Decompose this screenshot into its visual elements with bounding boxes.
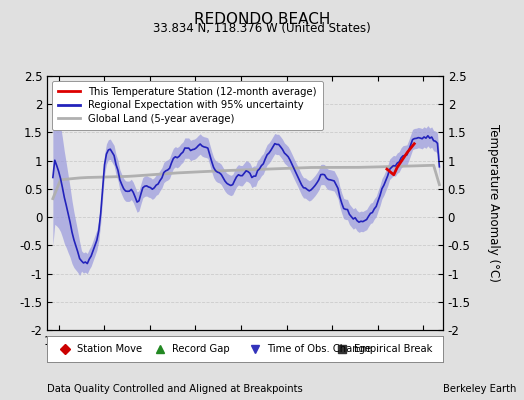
- Text: Time of Obs. Change: Time of Obs. Change: [267, 344, 371, 354]
- Text: Empirical Break: Empirical Break: [354, 344, 432, 354]
- Text: Berkeley Earth: Berkeley Earth: [443, 384, 516, 394]
- Text: Station Move: Station Move: [77, 344, 142, 354]
- Legend: This Temperature Station (12-month average), Regional Expectation with 95% uncer: This Temperature Station (12-month avera…: [52, 81, 323, 130]
- Text: Record Gap: Record Gap: [172, 344, 230, 354]
- Text: REDONDO BEACH: REDONDO BEACH: [194, 12, 330, 27]
- Text: Data Quality Controlled and Aligned at Breakpoints: Data Quality Controlled and Aligned at B…: [47, 384, 303, 394]
- Y-axis label: Temperature Anomaly (°C): Temperature Anomaly (°C): [487, 124, 500, 282]
- Text: 33.834 N, 118.376 W (United States): 33.834 N, 118.376 W (United States): [153, 22, 371, 35]
